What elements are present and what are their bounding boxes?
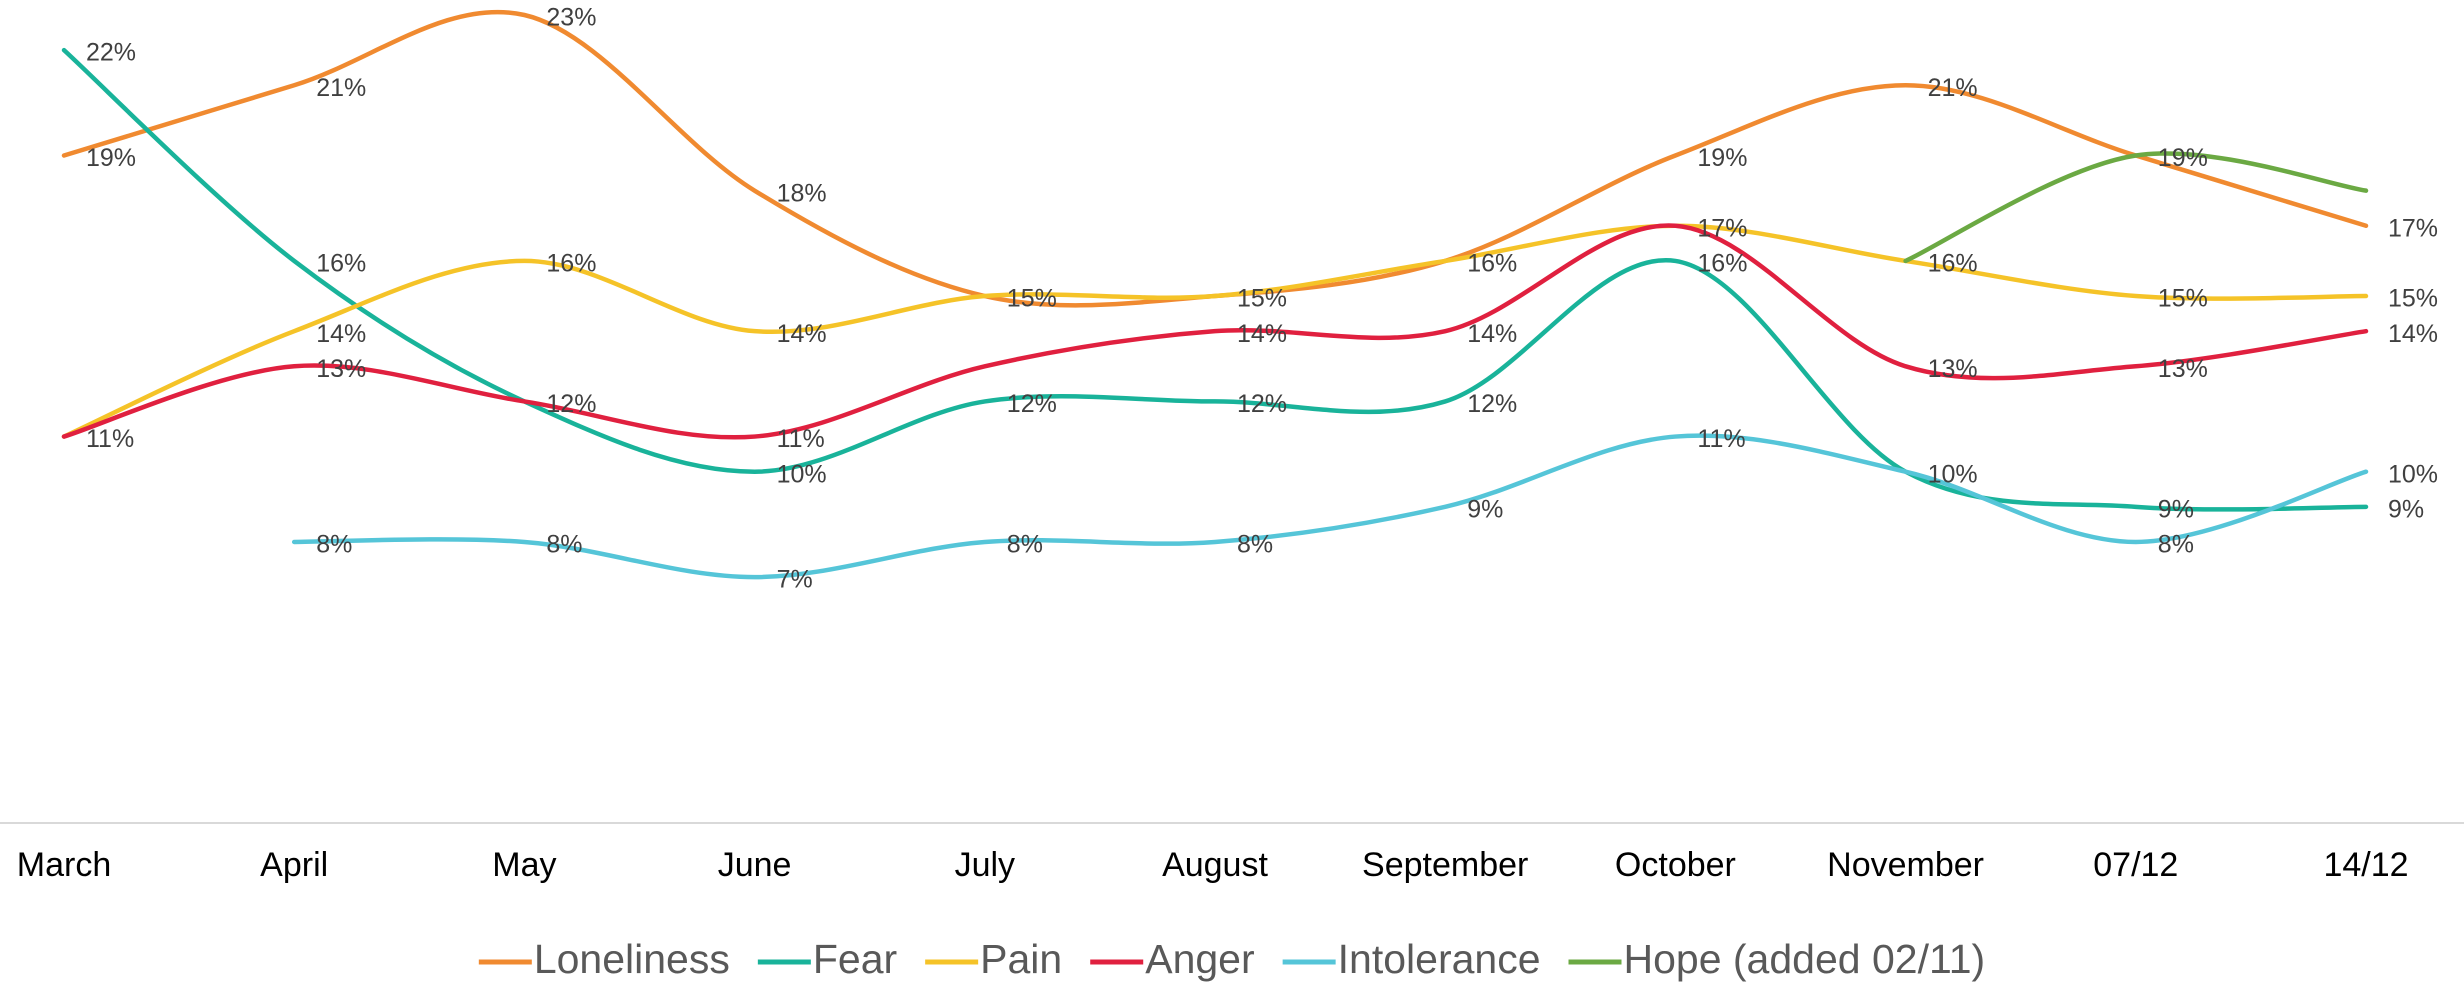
data-label: 15%: [2388, 285, 2438, 313]
data-label: 19%: [2158, 144, 2208, 172]
data-label: 18%: [777, 179, 827, 207]
x-tick-label: October: [1615, 846, 1736, 884]
series-line: [1903, 151, 2369, 264]
series-line: [291, 433, 2369, 580]
data-label: 8%: [546, 531, 582, 559]
x-tick-label: July: [955, 846, 1015, 884]
data-label: 12%: [1467, 390, 1517, 418]
legend-label: Fear: [813, 936, 897, 982]
data-label: 21%: [316, 74, 366, 102]
data-label: 9%: [2388, 495, 2424, 523]
data-label: 12%: [1007, 390, 1057, 418]
data-label: 14%: [316, 320, 366, 348]
data-label: 8%: [1007, 531, 1043, 559]
x-tick-label: 07/12: [2093, 846, 2178, 884]
data-label: 10%: [1928, 460, 1978, 488]
x-tick-label: March: [17, 846, 111, 884]
data-label: 15%: [2158, 285, 2208, 313]
data-label: 14%: [777, 320, 827, 348]
data-label: 13%: [1928, 355, 1978, 383]
legend-label: Intolerance: [1338, 936, 1541, 982]
data-label: 16%: [1697, 250, 1747, 278]
data-label: 14%: [1237, 320, 1287, 348]
x-tick-label: November: [1827, 846, 1984, 884]
data-label: 13%: [2158, 355, 2208, 383]
data-label: 14%: [1467, 320, 1517, 348]
data-label: 19%: [86, 144, 136, 172]
plot: [61, 9, 2369, 580]
data-label: 16%: [1928, 250, 1978, 278]
x-tick-label: May: [492, 846, 556, 884]
data-label: 16%: [316, 250, 366, 278]
x-tick-label: September: [1362, 846, 1528, 884]
data-label: 12%: [1237, 390, 1287, 418]
data-label: 16%: [546, 250, 596, 278]
legend-label: Loneliness: [534, 936, 730, 982]
series-line: [61, 223, 2369, 439]
data-label: 15%: [1237, 285, 1287, 313]
legend-label: Hope (added 02/11): [1624, 936, 1986, 982]
x-tick-label: June: [718, 846, 792, 884]
series-line: [61, 9, 2369, 308]
data-label: 17%: [1697, 214, 1747, 242]
data-label: 7%: [777, 566, 813, 594]
x-tick-label: April: [260, 846, 328, 884]
legend-label: Pain: [980, 936, 1062, 982]
data-label: 16%: [1467, 250, 1517, 278]
data-labels: 19% 21% 23% 18% 15% 19% 21% 17% 22% 16% 10% 12% 12% 1…: [86, 4, 2438, 594]
data-label: 12%: [546, 390, 596, 418]
data-label: 11%: [1697, 425, 1745, 453]
data-label: 10%: [2388, 460, 2438, 488]
x-tick-label: 14/12: [2323, 846, 2408, 884]
data-label: 8%: [316, 531, 352, 559]
data-label: 15%: [1007, 285, 1057, 313]
data-label: 9%: [2158, 495, 2194, 523]
data-label: 22%: [86, 39, 136, 67]
data-label: 21%: [1928, 74, 1978, 102]
legend: Loneliness Fear Pain Anger Intolerance Hope (…: [478, 936, 1986, 982]
data-label: 9%: [1467, 495, 1503, 523]
legend-label: Anger: [1145, 936, 1254, 982]
data-label: 13%: [316, 355, 366, 383]
x-tick-label: August: [1162, 846, 1268, 884]
data-label: 11%: [86, 425, 134, 453]
series-line: [61, 223, 2369, 440]
data-label: 8%: [2158, 531, 2194, 559]
data-label: 8%: [1237, 531, 1273, 559]
data-label: 23%: [546, 4, 596, 32]
data-label: 17%: [2388, 214, 2438, 242]
data-label: 10%: [777, 460, 827, 488]
data-label: 11%: [777, 425, 825, 453]
series-line: [61, 47, 2369, 512]
data-label: 14%: [2388, 320, 2438, 348]
data-label: 19%: [1697, 144, 1747, 172]
